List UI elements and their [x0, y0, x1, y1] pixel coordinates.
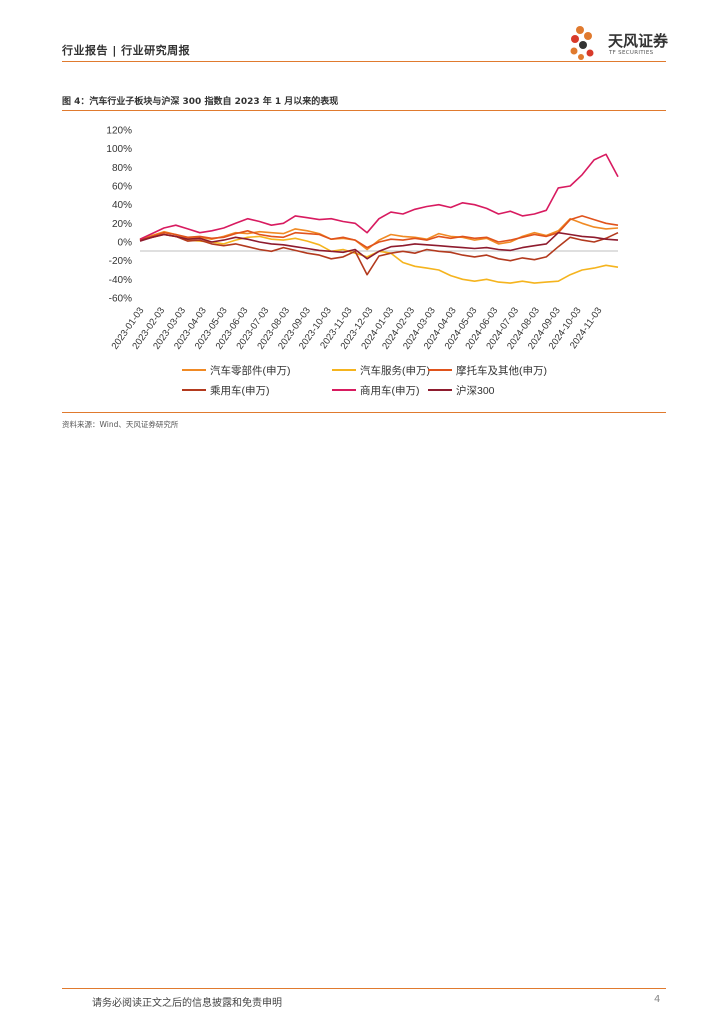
series-line-5 — [139, 231, 619, 260]
figure-top-divider — [62, 110, 666, 111]
report-header-title: 行业报告 | 行业研究周报 — [62, 44, 191, 57]
logo-text-cn: 天风证券 — [608, 32, 669, 50]
series-line-4 — [139, 153, 619, 240]
legend-label: 摩托车及其他(申万) — [456, 364, 547, 377]
figure-caption: 图 4：汽车行业子板块与沪深 300 指数自 2023 年 1 月以来的表现 — [62, 97, 339, 107]
legend-label: 乘用车(申万) — [210, 384, 270, 397]
company-logo: 天风证券 TF SECURITIES — [566, 22, 676, 62]
y-tick-label: 20% — [112, 219, 132, 230]
logo-flower-icon — [570, 26, 594, 60]
series-line-3 — [139, 231, 619, 276]
y-tick-label: 120% — [106, 126, 132, 137]
page-number: 4 — [654, 994, 661, 1005]
legend-label: 沪深300 — [456, 384, 495, 397]
figure-bottom-divider — [62, 412, 666, 413]
footer-divider — [62, 988, 666, 989]
legend-label: 商用车(申万) — [360, 384, 420, 397]
chart-container: -60% -40% -20% 0% 20% 40% 60% 80% 100% 120% 2023-0… — [62, 114, 666, 410]
y-tick-label: 80% — [112, 163, 132, 174]
y-tick-label: -40% — [109, 275, 132, 286]
y-tick-label: 40% — [112, 200, 132, 211]
footer-disclaimer: 请务必阅读正文之后的信息披露和免责申明 — [92, 998, 282, 1009]
legend-label: 汽车服务(申万) — [360, 364, 430, 377]
header-divider — [62, 61, 666, 62]
legend-label: 汽车零部件(申万) — [210, 364, 291, 377]
series-line-2 — [139, 215, 619, 249]
y-tick-label: -20% — [109, 256, 132, 267]
line-chart: -60%-40%-20%0%20%40%60%80%100%120%2023-0… — [106, 126, 619, 397]
figure-source: 资料来源：Wind、天风证券研究所 — [62, 420, 179, 429]
y-tick-label: 0% — [118, 238, 133, 249]
logo-text-en: TF SECURITIES — [609, 50, 654, 56]
series-line-0 — [139, 217, 619, 251]
y-tick-label: 100% — [106, 144, 132, 155]
y-tick-label: 60% — [112, 182, 132, 193]
y-tick-label: -60% — [109, 294, 132, 305]
